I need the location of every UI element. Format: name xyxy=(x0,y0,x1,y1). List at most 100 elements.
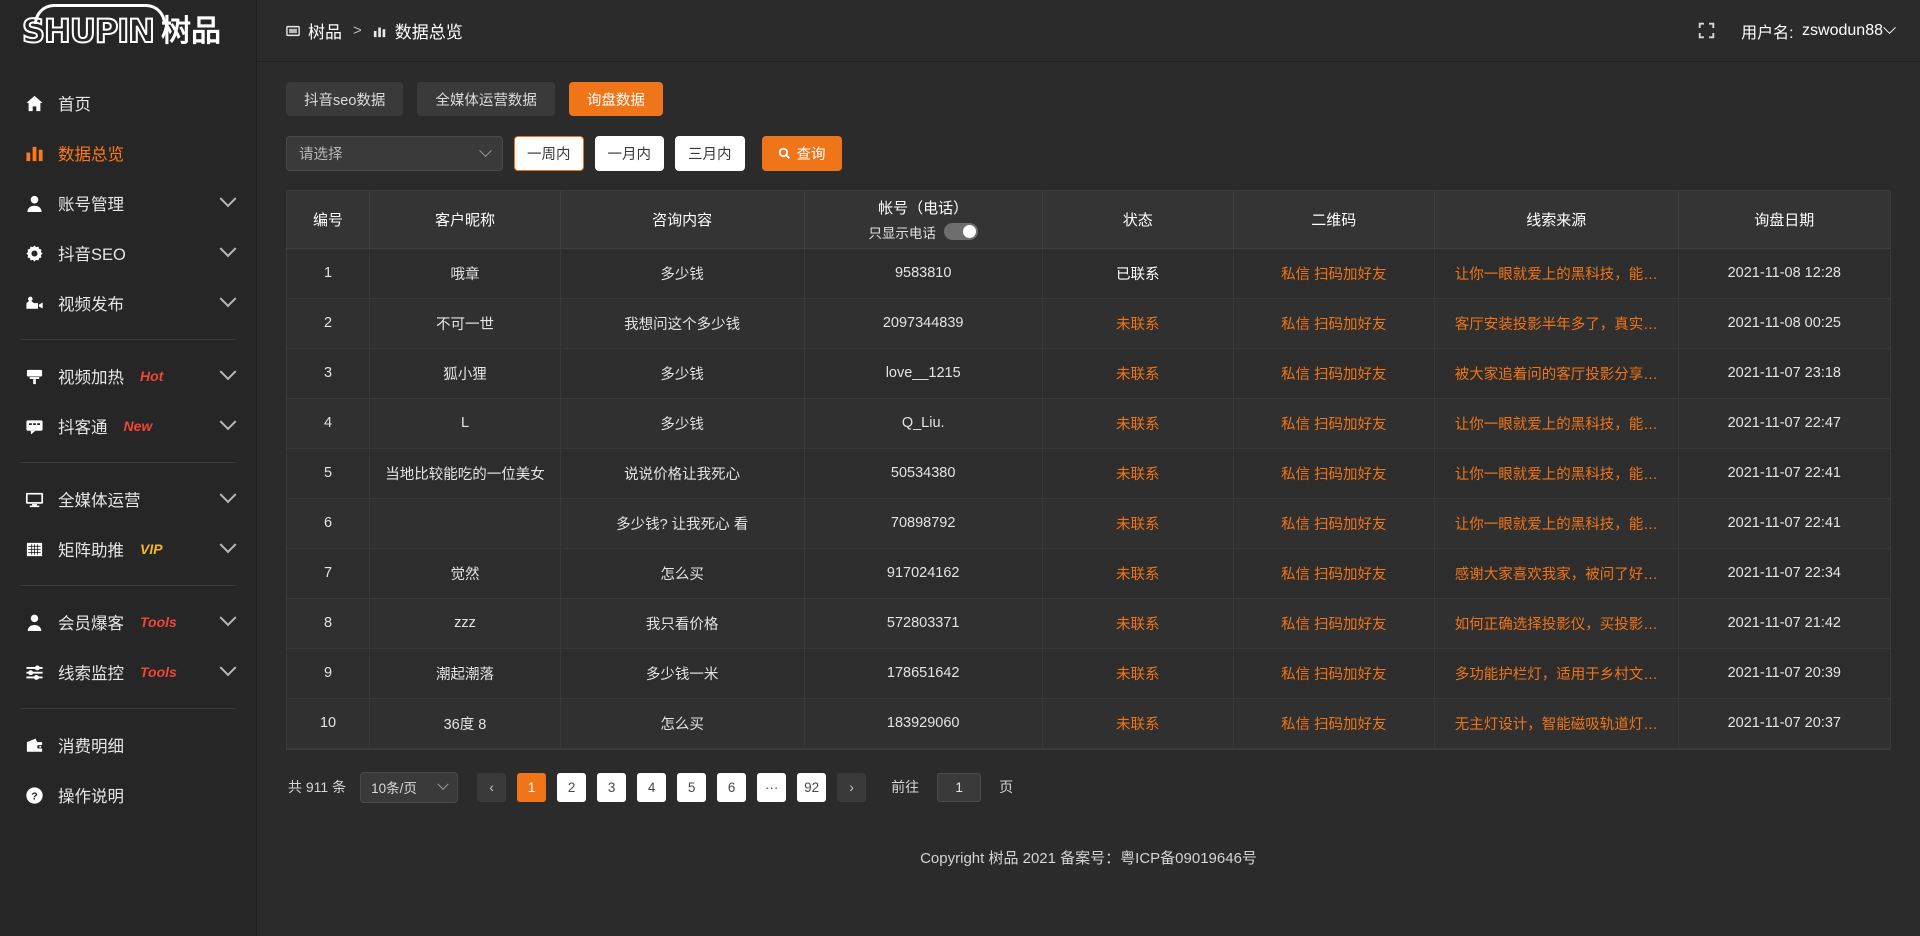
sidebar-item-badge: New xyxy=(123,418,153,434)
cell-nickname xyxy=(369,498,561,549)
sidebar-item-0[interactable]: 首页 xyxy=(0,78,256,128)
qrcode-link[interactable]: 私信 扫码加好友 xyxy=(1280,716,1387,733)
breadcrumb-item-current[interactable]: 数据总览 xyxy=(373,18,463,43)
page-size-select[interactable]: 10条/页 xyxy=(360,771,459,803)
qrcode-link[interactable]: 私信 扫码加好友 xyxy=(1280,316,1387,333)
cell-source: 如何正确选择投影仪，买投影… xyxy=(1434,598,1679,649)
tab-2[interactable]: 询盘数据 xyxy=(568,82,663,116)
source-link[interactable]: 多功能护栏灯，适用于乡村文… xyxy=(1454,666,1658,683)
breadcrumb: 树品 > 数据总览 xyxy=(286,18,463,43)
page-button-2[interactable]: 2 xyxy=(557,772,587,802)
brand-logo[interactable]: SHUPIN 树品 xyxy=(0,0,256,62)
sidebar-item-6[interactable]: 抖客通 New xyxy=(0,401,256,451)
page-unit-label: 页 xyxy=(999,779,1014,795)
sliders-icon xyxy=(24,662,45,683)
sidebar-item-4[interactable]: 视频发布 xyxy=(0,278,256,328)
sidebar-item-label: 账号管理 xyxy=(58,196,124,214)
cell-source: 感谢大家喜欢我家，被问了好… xyxy=(1434,548,1679,599)
date-range-button-1[interactable]: 一月内 xyxy=(594,136,664,171)
date-range-button-0[interactable]: 一周内 xyxy=(514,136,584,171)
chevron-down-icon xyxy=(219,363,237,381)
topbar: 树品 > 数据总览 用户名: zswodun88 xyxy=(257,0,1920,62)
table-row[interactable]: 4 L 多少钱 Q_Liu. 未联系 私信 扫码加好友 让你一眼就爱上的黑科技，能… 2021… xyxy=(287,398,1890,449)
svg-text:?: ? xyxy=(31,791,37,802)
qrcode-link[interactable]: 私信 扫码加好友 xyxy=(1280,516,1387,533)
source-link[interactable]: 让你一眼就爱上的黑科技，能… xyxy=(1454,266,1658,283)
sidebar-divider xyxy=(20,339,236,340)
page-button-3[interactable]: 3 xyxy=(597,772,627,802)
qrcode-link[interactable]: 私信 扫码加好友 xyxy=(1280,366,1387,383)
source-link[interactable]: 无主灯设计，智能磁吸轨道灯… xyxy=(1454,716,1658,733)
sidebar-divider xyxy=(20,462,236,463)
status-badge: 未联系 xyxy=(1115,366,1160,383)
sidebar-item-2[interactable]: 账号管理 xyxy=(0,178,256,228)
table-row[interactable]: 7 觉然 怎么买 917024162 未联系 私信 扫码加好友 感谢大家喜欢我家，被问了好…… xyxy=(287,548,1890,599)
source-link[interactable]: 被大家追着问的客厅投影分享… xyxy=(1454,366,1658,383)
source-link[interactable]: 让你一眼就爱上的黑科技，能… xyxy=(1454,416,1658,433)
sidebar-item-11[interactable]: 消费明细 xyxy=(0,720,256,770)
sidebar-item-7[interactable]: 全媒体运营 xyxy=(0,474,256,524)
user-menu[interactable]: 用户名: zswodun88 xyxy=(1741,19,1896,43)
page-button-5[interactable]: 5 xyxy=(677,772,707,802)
tab-1[interactable]: 全媒体运营数据 xyxy=(417,82,555,116)
cell-id: 4 xyxy=(287,398,371,449)
sidebar-divider xyxy=(20,585,236,586)
page-button-···[interactable]: ··· xyxy=(757,772,787,802)
table-row[interactable]: 1 哦章 多少钱 9583810 已联系 私信 扫码加好友 让你一眼就爱上的黑科技，能… 20… xyxy=(287,248,1890,299)
qrcode-link[interactable]: 私信 扫码加好友 xyxy=(1280,416,1387,433)
total-count-label: 共 911 条 xyxy=(288,779,347,795)
table-row[interactable]: 9 潮起潮落 多少钱一米 178651642 未联系 私信 扫码加好友 多功能护栏灯，适用于… xyxy=(287,648,1890,699)
category-select[interactable]: 请选择 xyxy=(286,136,503,171)
source-link[interactable]: 感谢大家喜欢我家，被问了好… xyxy=(1454,566,1658,583)
sidebar-item-10[interactable]: 线索监控 Tools xyxy=(0,647,256,697)
qrcode-link[interactable]: 私信 扫码加好友 xyxy=(1280,566,1387,583)
table-row[interactable]: 3 狐小狸 多少钱 love__1215 未联系 私信 扫码加好友 被大家追着问的客厅投影分… xyxy=(287,348,1890,399)
source-link[interactable]: 让你一眼就爱上的黑科技，能… xyxy=(1454,466,1658,483)
cell-inquiry: 怎么买 xyxy=(560,548,805,599)
cell-qrcode: 私信 扫码加好友 xyxy=(1233,698,1435,749)
qrcode-link[interactable]: 私信 扫码加好友 xyxy=(1280,666,1387,683)
page-button-92[interactable]: 92 xyxy=(797,772,827,802)
cell-account: 70898792 xyxy=(804,498,1043,549)
status-badge: 未联系 xyxy=(1115,466,1160,483)
prev-page-button[interactable]: ‹ xyxy=(477,772,507,802)
page-button-6[interactable]: 6 xyxy=(717,772,747,802)
qrcode-link[interactable]: 私信 扫码加好友 xyxy=(1280,616,1387,633)
page-button-1[interactable]: 1 xyxy=(517,772,547,802)
sidebar-item-3[interactable]: 抖音SEO xyxy=(0,228,256,278)
page-button-4[interactable]: 4 xyxy=(637,772,667,802)
phone-only-toggle[interactable] xyxy=(943,223,978,241)
table-row[interactable]: 2 不可一世 我想问这个多少钱 2097344839 未联系 私信 扫码加好友 客厅安装投影… xyxy=(287,298,1890,349)
logo-arc-decoration xyxy=(34,4,166,24)
cell-nickname: 哦章 xyxy=(369,248,561,299)
column-header-nick: 客户昵称 xyxy=(369,191,561,249)
sidebar-item-12[interactable]: ? 操作说明 xyxy=(0,770,256,820)
search-button[interactable]: 查询 xyxy=(761,136,842,171)
sidebar-item-8[interactable]: 矩阵助推 VIP xyxy=(0,524,256,574)
table-row[interactable]: 10 36度 8 怎么买 183929060 未联系 私信 扫码加好友 无主灯设计，智能磁吸… xyxy=(287,698,1890,749)
sidebar-item-5[interactable]: 视频加热 Hot xyxy=(0,351,256,401)
column-header-source: 线索来源 xyxy=(1434,191,1679,249)
cell-account: 917024162 xyxy=(804,548,1043,599)
breadcrumb-item-root[interactable]: 树品 xyxy=(286,18,342,43)
cell-date: 2021-11-07 21:42 xyxy=(1678,598,1890,649)
topbar-right: 用户名: zswodun88 xyxy=(1698,19,1896,43)
source-link[interactable]: 让你一眼就爱上的黑科技，能… xyxy=(1454,516,1658,533)
table-row[interactable]: 5 当地比较能吃的一位美女 说说价格让我死心 50534380 未联系 私信 扫码加好友 让… xyxy=(287,448,1890,499)
table-row[interactable]: 8 zzz 我只看价格 572803371 未联系 私信 扫码加好友 如何正确选择投影仪，买… xyxy=(287,598,1890,649)
qrcode-link[interactable]: 私信 扫码加好友 xyxy=(1280,266,1387,283)
next-page-button[interactable]: › xyxy=(837,772,867,802)
cell-inquiry: 多少钱 xyxy=(560,398,805,449)
tab-0[interactable]: 抖音seo数据 xyxy=(286,82,404,116)
fullscreen-icon[interactable] xyxy=(1698,22,1715,39)
date-range-button-2[interactable]: 三月内 xyxy=(675,136,745,171)
goto-page-input[interactable] xyxy=(937,772,982,802)
breadcrumb-separator: > xyxy=(353,22,362,39)
sidebar-item-9[interactable]: 会员爆客 Tools xyxy=(0,597,256,647)
qrcode-link[interactable]: 私信 扫码加好友 xyxy=(1280,466,1387,483)
source-link[interactable]: 客厅安装投影半年多了，真实… xyxy=(1454,316,1658,333)
table-row[interactable]: 6 多少钱? 让我死心 看 70898792 未联系 私信 扫码加好友 让你一眼就爱上的黑… xyxy=(287,498,1890,549)
source-link[interactable]: 如何正确选择投影仪，买投影… xyxy=(1454,616,1658,633)
sidebar-item-1[interactable]: 数据总览 xyxy=(0,128,256,178)
